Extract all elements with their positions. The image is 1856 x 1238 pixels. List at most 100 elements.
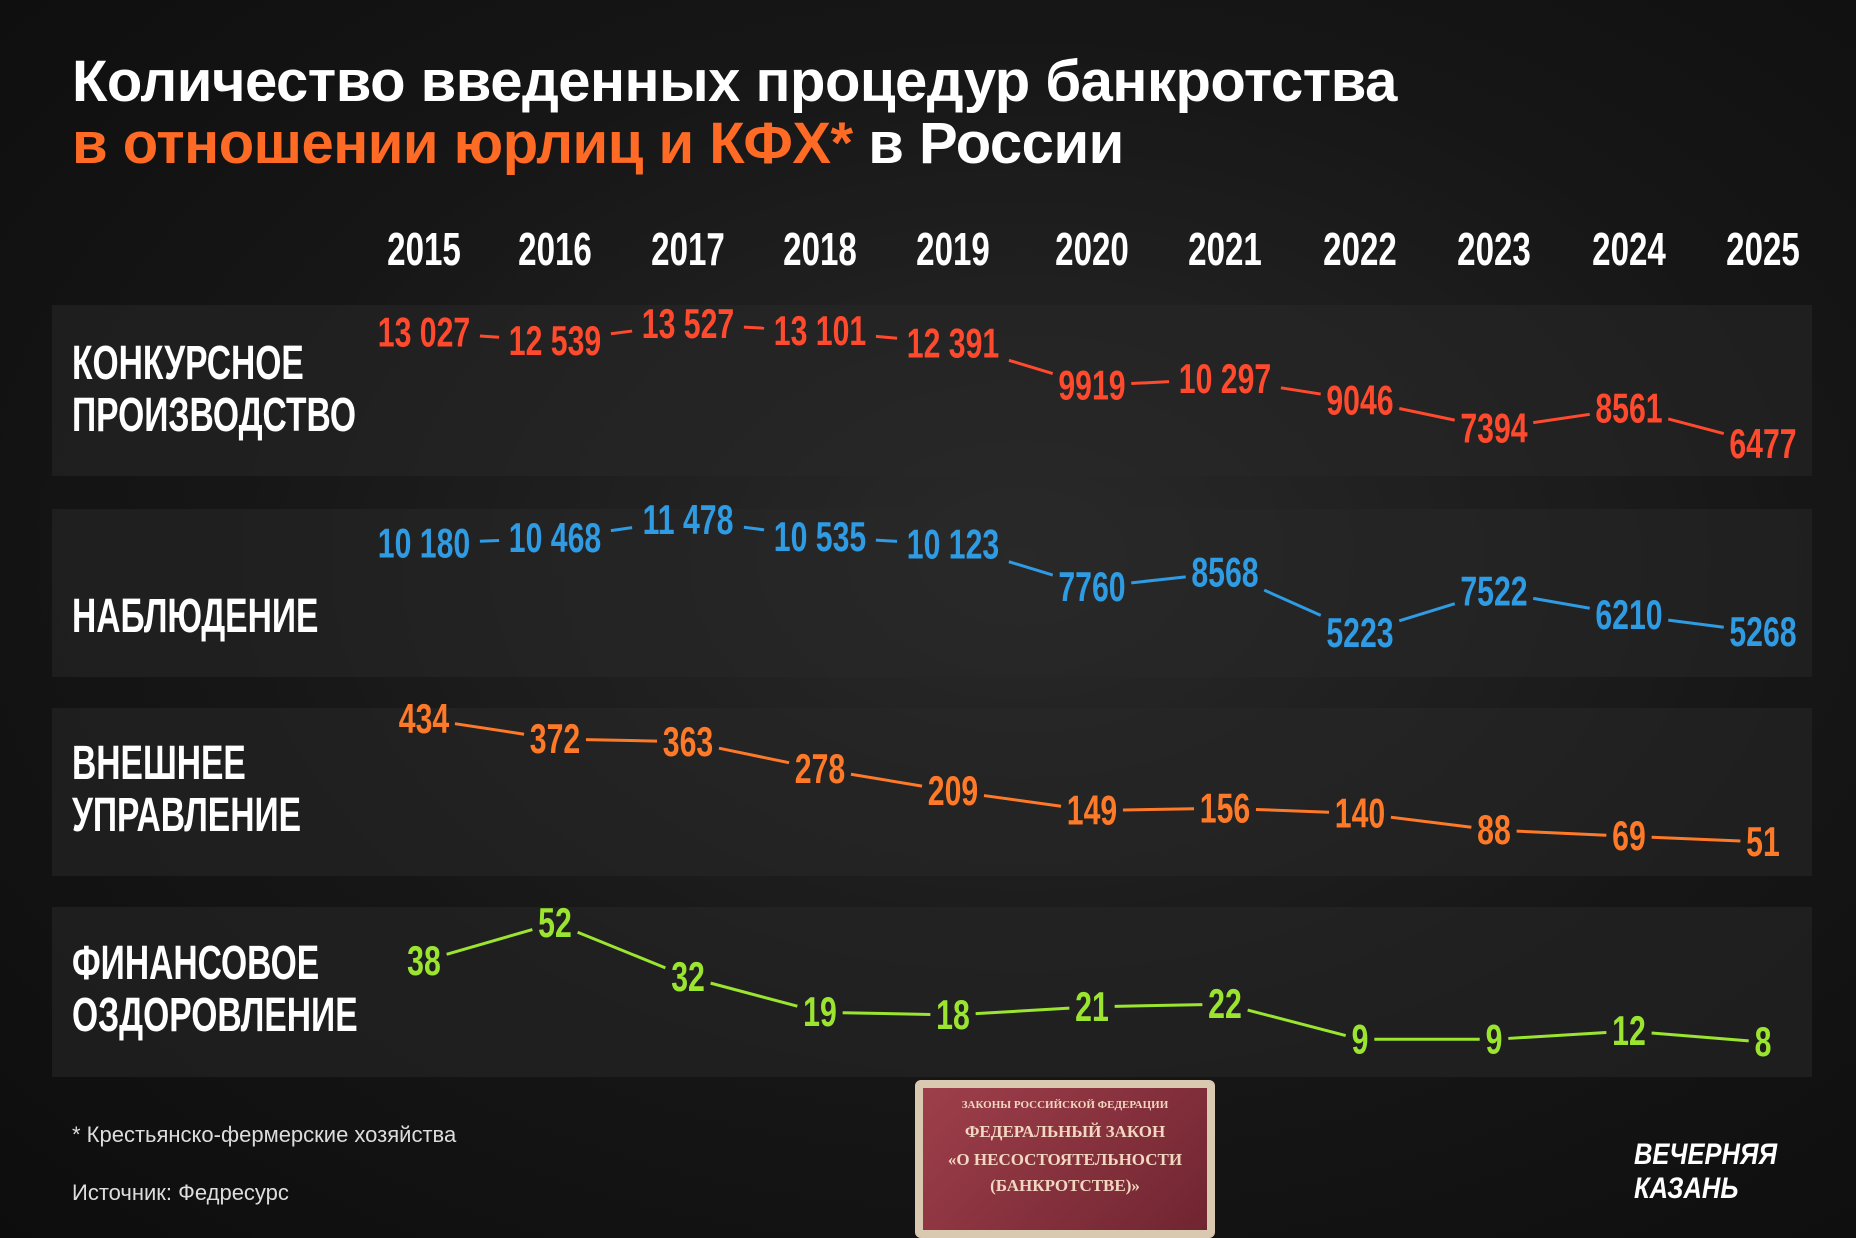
series-0-segment-0 bbox=[479, 334, 500, 339]
series-2-segment-0 bbox=[454, 722, 525, 736]
data-label-3-2020: 21 bbox=[1075, 983, 1109, 1030]
title-rest: в России bbox=[852, 111, 1124, 176]
series-3-segment-6 bbox=[1247, 1008, 1347, 1038]
book-text: (БАНКРОТСТВЕ)» bbox=[990, 1176, 1140, 1195]
series-0-segment-2 bbox=[743, 325, 765, 330]
data-label-0-2023: 7394 bbox=[1460, 405, 1528, 452]
data-label-1-2019: 10 123 bbox=[907, 521, 999, 568]
year-label-2015: 2015 bbox=[387, 223, 461, 275]
series-3-segment-8 bbox=[1508, 1031, 1607, 1040]
footnote: * Крестьянско-фермерские хозяйства bbox=[72, 1122, 457, 1147]
series-3-segment-4 bbox=[975, 1006, 1070, 1016]
data-label-2-2020: 149 bbox=[1067, 787, 1117, 834]
data-label-3-2015: 38 bbox=[407, 937, 441, 984]
title-line-2: в отношении юрлиц и КФХ* в России bbox=[72, 114, 1124, 174]
series-3-segment-3 bbox=[842, 1011, 931, 1016]
data-label-3-2023: 9 bbox=[1486, 1015, 1503, 1062]
series-0-segment-3 bbox=[875, 334, 898, 340]
data-label-1-2018: 10 535 bbox=[774, 513, 866, 560]
data-label-2-2024: 69 bbox=[1612, 812, 1646, 859]
year-label-2016: 2016 bbox=[518, 223, 592, 275]
book-text: ЗАКОНЫ РОССИЙСКОЙ ФЕДЕРАЦИИ bbox=[961, 1099, 1169, 1111]
data-label-2-2021: 156 bbox=[1200, 784, 1250, 831]
data-label-1-2024: 6210 bbox=[1595, 591, 1662, 638]
series-0-segment-5 bbox=[1131, 380, 1170, 386]
data-label-0-2024: 8561 bbox=[1595, 385, 1662, 432]
series-1-segment-1 bbox=[610, 526, 633, 533]
year-label-2024: 2024 bbox=[1592, 223, 1666, 275]
data-label-0-2018: 13 101 bbox=[774, 307, 866, 354]
data-label-2-2017: 363 bbox=[663, 718, 713, 765]
year-label-2021: 2021 bbox=[1188, 223, 1262, 275]
year-label-2022: 2022 bbox=[1323, 223, 1397, 275]
series-1-segment-0 bbox=[479, 538, 500, 543]
series-1-segment-9 bbox=[1668, 618, 1724, 629]
data-label-0-2021: 10 297 bbox=[1179, 355, 1271, 402]
data-label-0-2019: 12 391 bbox=[907, 319, 999, 366]
row-band-3 bbox=[52, 708, 1812, 876]
series-0-segment-1 bbox=[610, 329, 633, 336]
year-label-2019: 2019 bbox=[916, 223, 990, 275]
data-label-1-2021: 8568 bbox=[1191, 549, 1258, 596]
series-3-segment-9 bbox=[1651, 1031, 1749, 1043]
data-label-1-2017: 11 478 bbox=[643, 496, 734, 543]
data-label-0-2020: 9919 bbox=[1058, 362, 1125, 409]
series-2-segment-7 bbox=[1390, 815, 1472, 829]
series-0-segment-8 bbox=[1533, 412, 1590, 425]
book-text: «О НЕСОСТОЯТЕЛЬНОСТИ bbox=[947, 1150, 1183, 1169]
series-2-segment-4 bbox=[983, 794, 1062, 808]
data-label-3-2022: 9 bbox=[1352, 1015, 1369, 1062]
series-0-segment-6 bbox=[1280, 386, 1321, 396]
data-label-1-2025: 5268 bbox=[1729, 608, 1796, 655]
data-label-1-2022: 5223 bbox=[1326, 609, 1393, 656]
series-0-segment-7 bbox=[1398, 407, 1456, 422]
row-label-1: НАБЛЮДЕНИЕ bbox=[72, 590, 319, 643]
series-3-segment-0 bbox=[446, 928, 533, 956]
year-label-2025: 2025 bbox=[1726, 223, 1800, 275]
bankruptcy-law-book-image: ЗАКОНЫ РОССИЙСКОЙ ФЕДЕРАЦИИ ФЕДЕРАЛЬНЫЙ … bbox=[915, 1080, 1215, 1238]
data-label-2-2022: 140 bbox=[1335, 790, 1385, 837]
data-label-1-2015: 10 180 bbox=[378, 520, 470, 567]
year-label-2018: 2018 bbox=[783, 223, 857, 275]
data-label-2-2018: 278 bbox=[795, 745, 845, 792]
data-label-2-2019: 209 bbox=[928, 767, 978, 814]
data-label-1-2023: 7522 bbox=[1460, 568, 1527, 615]
row-label-3: ФИНАНСОВОЕ ОЗДОРОВЛЕНИЕ bbox=[72, 937, 358, 1042]
data-label-3-2016: 52 bbox=[538, 899, 572, 946]
data-label-1-2020: 7760 bbox=[1058, 563, 1125, 610]
series-2-segment-9 bbox=[1651, 835, 1741, 843]
series-1-segment-2 bbox=[743, 525, 765, 532]
row-label-0: КОНКУРСНОЕ ПРОИЗВОДСТВО bbox=[72, 337, 357, 442]
data-label-3-2025: 8 bbox=[1755, 1018, 1772, 1065]
row-band-4 bbox=[52, 907, 1812, 1077]
series-0-segment-4 bbox=[1008, 358, 1054, 375]
book-text: ФЕДЕРАЛЬНЫЙ ЗАКОН bbox=[964, 1122, 1166, 1141]
data-label-0-2016: 12 539 bbox=[509, 317, 601, 364]
series-2-segment-8 bbox=[1516, 829, 1607, 837]
data-label-3-2021: 22 bbox=[1208, 980, 1242, 1027]
series-0-segment-9 bbox=[1667, 417, 1725, 436]
series-1-segment-6 bbox=[1263, 588, 1322, 617]
series-2-segment-2 bbox=[718, 746, 790, 765]
year-label-2017: 2017 bbox=[651, 223, 725, 275]
series-3-segment-1 bbox=[577, 930, 666, 970]
logo-line-1: ВЕЧЕРНЯЯ bbox=[1634, 1138, 1778, 1171]
data-label-3-2017: 32 bbox=[671, 953, 705, 1000]
row-band-2 bbox=[52, 509, 1812, 677]
data-label-0-2025: 6477 bbox=[1729, 420, 1796, 467]
title-accent: в отношении юрлиц и КФХ* bbox=[72, 111, 853, 176]
data-label-3-2024: 12 bbox=[1612, 1007, 1646, 1054]
series-2-segment-3 bbox=[850, 772, 923, 788]
year-label-2020: 2020 bbox=[1055, 223, 1129, 275]
series-3-segment-2 bbox=[710, 981, 798, 1008]
logo-line-2: КАЗАНЬ bbox=[1634, 1172, 1739, 1205]
year-label-2023: 2023 bbox=[1457, 223, 1531, 275]
source: Источник: Федресурс bbox=[72, 1180, 289, 1205]
series-2-segment-1 bbox=[585, 738, 658, 743]
series-2-segment-6 bbox=[1255, 807, 1330, 814]
title-line-1: Количество введенных процедур банкротств… bbox=[72, 49, 1397, 114]
data-label-3-2019: 18 bbox=[936, 991, 970, 1038]
data-label-3-2018: 19 bbox=[803, 988, 837, 1035]
data-label-0-2017: 13 527 bbox=[642, 300, 734, 347]
